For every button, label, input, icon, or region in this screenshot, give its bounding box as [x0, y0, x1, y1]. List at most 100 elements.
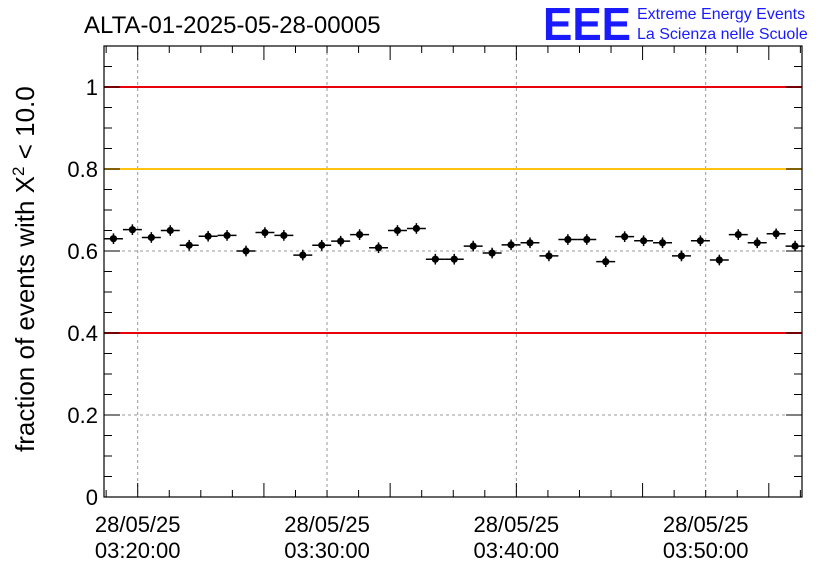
- y-tick-label-3: 0.6: [67, 239, 98, 264]
- data-point-20: [482, 247, 502, 259]
- grid-lines: [104, 46, 802, 497]
- data-point-27: [615, 231, 635, 242]
- y-tick-label-2: 0.4: [67, 321, 98, 346]
- y-axis-ticks: 0 0.2 0.4 0.6 0.8 1: [67, 45, 802, 510]
- data-point-1: [122, 224, 142, 236]
- y-axis-label: fraction of events with X2 < 10.0: [9, 86, 40, 452]
- point-marker: [469, 242, 477, 250]
- plot-frame: [103, 45, 803, 498]
- point-marker: [223, 231, 231, 240]
- data-point-22: [520, 237, 540, 249]
- point-marker: [242, 247, 250, 255]
- data-point-6: [217, 230, 237, 241]
- y-tick-label-0: 0: [86, 485, 98, 510]
- point-marker: [545, 252, 553, 260]
- data-point-13: [350, 229, 370, 240]
- data-points: [104, 223, 805, 267]
- data-point-31: [690, 235, 710, 247]
- data-point-32: [709, 254, 729, 266]
- point-marker: [147, 233, 155, 242]
- logo-eee-text: EEE: [543, 0, 631, 50]
- point-marker: [431, 255, 439, 263]
- point-marker: [280, 231, 288, 240]
- point-marker: [185, 241, 193, 249]
- point-marker: [602, 258, 610, 266]
- point-marker: [318, 241, 326, 249]
- data-point-29: [653, 237, 672, 249]
- x-tick-time-2: 03:40:00: [474, 538, 560, 563]
- point-marker: [299, 251, 307, 259]
- x-tick-date-1: 28/05/25: [284, 512, 370, 537]
- point-marker: [109, 235, 118, 243]
- eee-logo: EEE Extreme Energy Events La Scienza nel…: [543, 0, 808, 50]
- point-marker: [374, 244, 383, 252]
- data-point-34: [747, 237, 767, 249]
- data-point-36: [785, 240, 805, 252]
- data-point-16: [406, 223, 426, 234]
- data-point-24: [558, 234, 578, 245]
- data-point-23: [539, 250, 559, 262]
- logo-line-1: Extreme Energy Events: [637, 6, 805, 23]
- point-marker: [128, 226, 136, 234]
- data-point-11: [312, 239, 332, 251]
- x-tick-date-3: 28/05/25: [663, 512, 749, 537]
- data-point-17: [425, 253, 445, 265]
- point-marker: [791, 242, 799, 250]
- data-point-19: [463, 240, 483, 252]
- data-point-14: [369, 242, 388, 254]
- data-point-0: [104, 233, 123, 245]
- x-tick-date-0: 28/05/25: [95, 512, 181, 537]
- x-tick-time-3: 03:50:00: [663, 538, 749, 563]
- point-marker: [393, 226, 402, 235]
- y-axis-label-tail: < 10.0: [10, 86, 40, 166]
- data-point-18: [444, 253, 464, 265]
- point-marker: [639, 237, 648, 245]
- point-marker: [564, 235, 572, 244]
- point-marker: [734, 231, 742, 239]
- point-marker: [715, 256, 723, 264]
- data-point-21: [501, 239, 521, 251]
- point-marker: [261, 228, 269, 237]
- data-point-26: [596, 256, 616, 267]
- data-point-9: [274, 230, 294, 241]
- data-point-4: [179, 239, 199, 251]
- point-marker: [677, 252, 686, 260]
- point-marker: [696, 237, 704, 245]
- point-marker: [526, 239, 534, 247]
- point-marker: [488, 249, 496, 257]
- data-point-28: [634, 235, 654, 247]
- point-marker: [658, 239, 667, 247]
- point-marker: [583, 235, 591, 244]
- data-point-3: [160, 225, 180, 236]
- x-tick-date-2: 28/05/25: [474, 512, 560, 537]
- data-point-33: [728, 229, 748, 240]
- y-tick-label-5: 1: [86, 75, 98, 100]
- y-tick-label-1: 0.2: [67, 403, 98, 428]
- y-axis-label-sup: 2: [9, 167, 28, 176]
- x-tick-time-1: 03:30:00: [284, 538, 370, 563]
- chart-title: ALTA-01-2025-05-28-00005: [84, 12, 381, 39]
- point-marker: [450, 255, 458, 263]
- point-marker: [753, 239, 761, 247]
- y-axis-label-main: fraction of events with: [10, 193, 40, 452]
- data-point-12: [331, 235, 351, 247]
- data-point-30: [671, 250, 691, 262]
- x-tick-time-0: 03:20:00: [95, 538, 181, 563]
- point-marker: [166, 226, 174, 235]
- data-point-25: [577, 234, 597, 245]
- data-point-10: [293, 249, 313, 261]
- reference-lines: [104, 86, 802, 334]
- data-point-7: [236, 245, 256, 257]
- point-marker: [337, 237, 345, 245]
- point-marker: [772, 230, 780, 238]
- data-point-5: [198, 230, 218, 242]
- x-axis-ticks: 28/05/2503:20:0028/05/2503:30:0028/05/25…: [95, 46, 801, 563]
- data-point-35: [766, 228, 786, 240]
- point-marker: [355, 231, 364, 239]
- point-marker: [621, 233, 629, 241]
- point-marker: [412, 224, 420, 233]
- y-tick-label-4: 0.8: [67, 157, 98, 182]
- logo-line-2: La Scienza nelle Scuole: [637, 26, 808, 43]
- data-point-2: [141, 232, 161, 243]
